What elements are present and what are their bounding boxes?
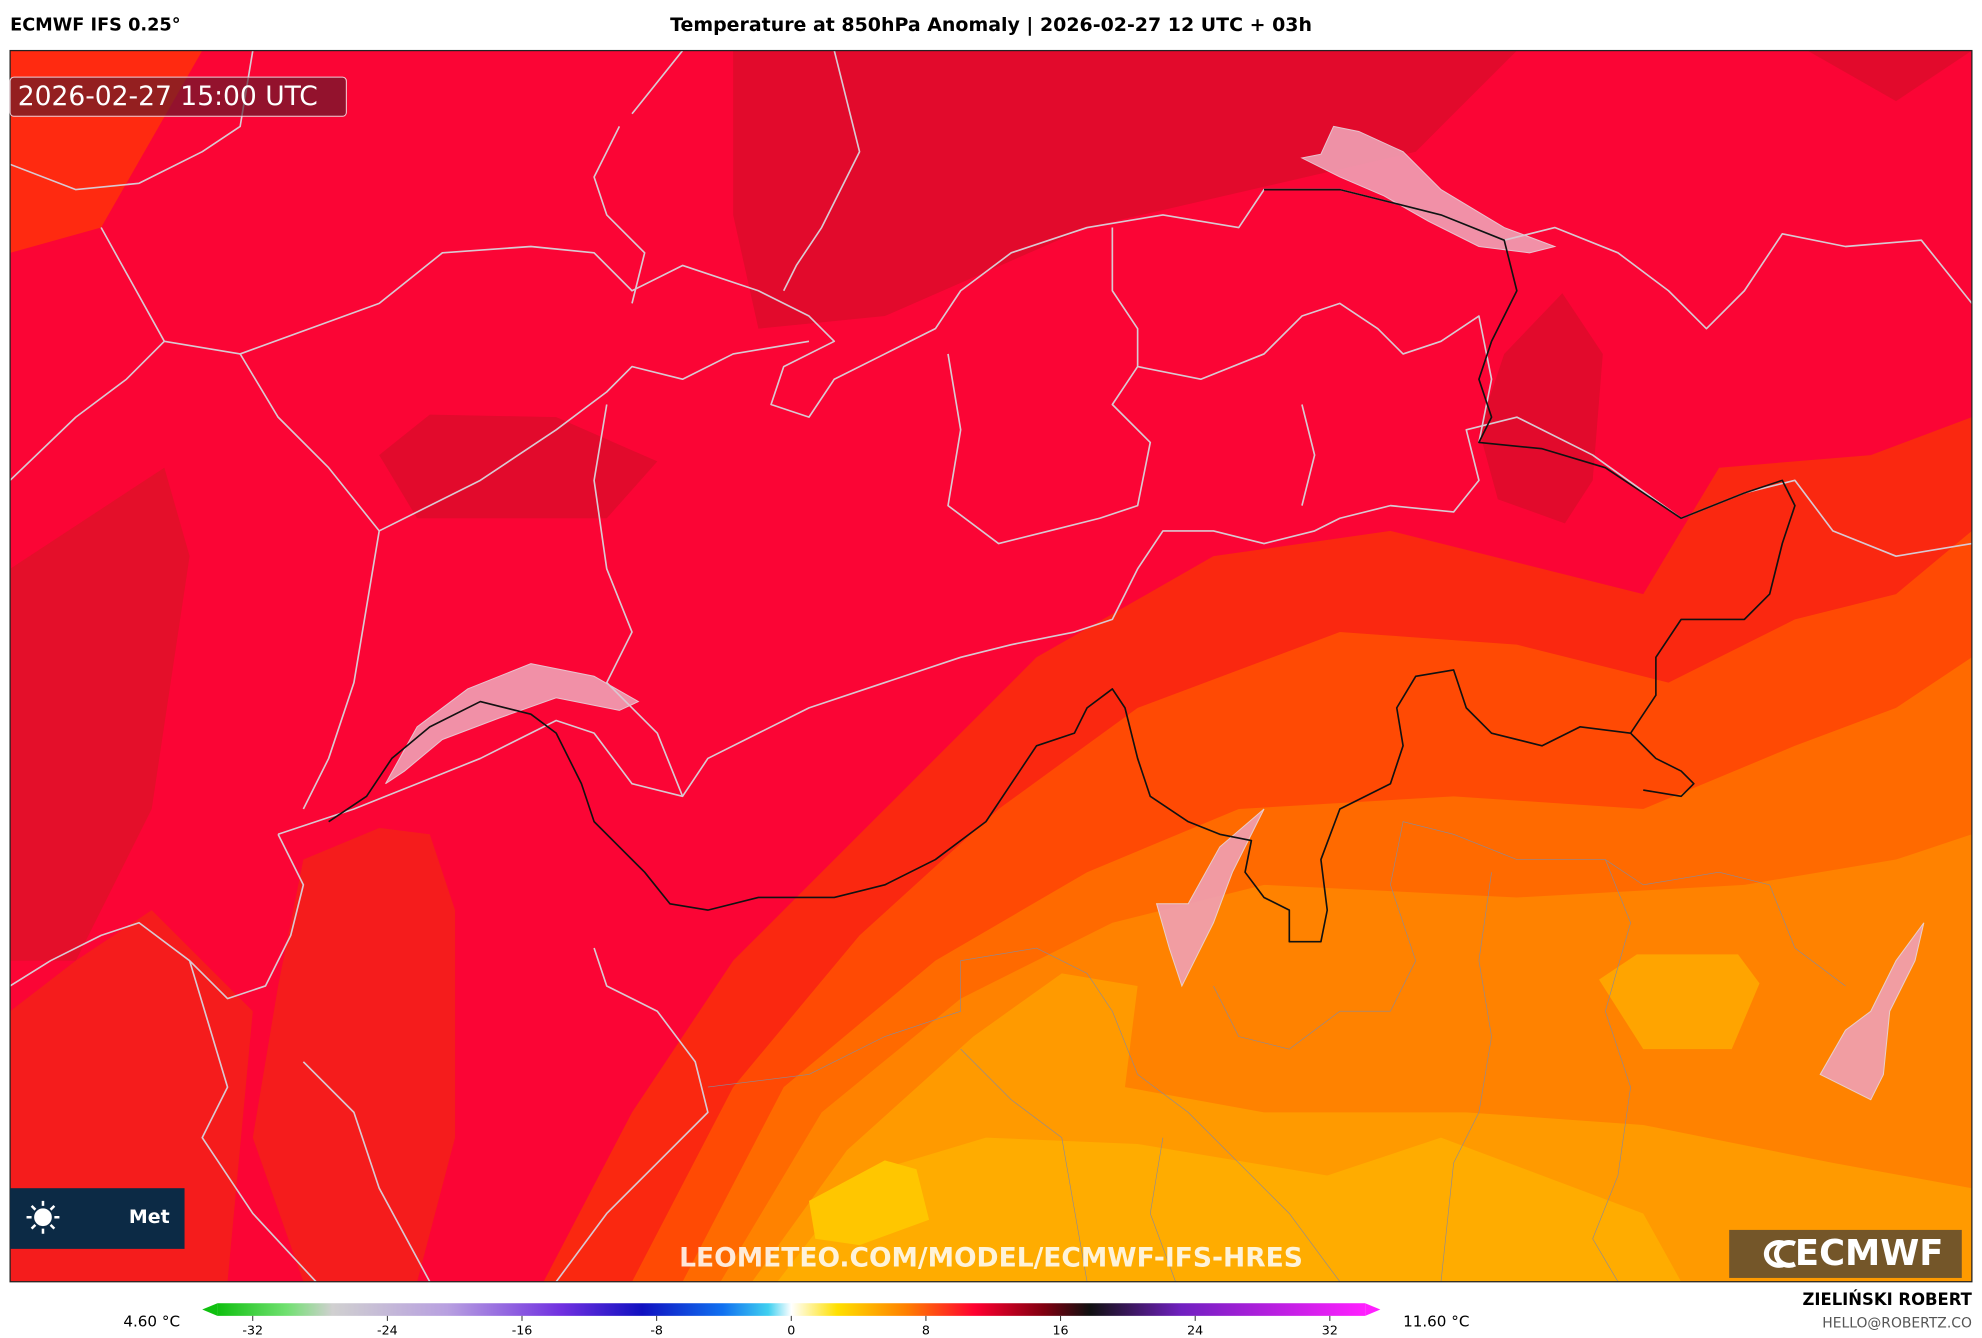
lake: [385, 663, 640, 785]
timestamp-box: [9, 76, 347, 117]
colorbar-end: [1365, 1303, 1381, 1316]
watermark: LEOMETEO.COM/MODEL/ECMWF-IFS-HRES: [679, 1242, 1303, 1273]
map: [10, 50, 1972, 1282]
field-zone: [1807, 50, 1972, 102]
max-label: 11.60 °C: [1403, 1313, 1469, 1331]
colorbar-tick-label: 0: [787, 1323, 795, 1338]
colorbar: [202, 1303, 1381, 1316]
field-zone: [379, 414, 658, 519]
lake: [1819, 922, 1925, 1101]
field-zone: [1598, 954, 1760, 1050]
colorbar-scale: [217, 1303, 1366, 1316]
badge-text: Met: [129, 1206, 170, 1228]
colorbar-tick-label: -32: [242, 1323, 263, 1338]
logo-icon: [1763, 1240, 1796, 1268]
author: ZIELIŃSKI ROBERT: [1802, 1290, 1972, 1309]
field-zone: [733, 50, 1517, 329]
colorbar-tick-label: -8: [650, 1323, 663, 1338]
map-frame: [9, 49, 1973, 1283]
field-zone: [808, 1160, 930, 1246]
email: HELLO@ROBERTZ.CO: [1822, 1315, 1972, 1331]
field-zone: [1478, 293, 1603, 524]
field-zone: [252, 827, 456, 1282]
sun-icon: [26, 1200, 60, 1234]
colorbar-tick-label: -24: [377, 1323, 398, 1338]
colorbar-tick-label: 8: [922, 1323, 930, 1338]
field-zone: [10, 467, 190, 961]
colorbar-end: [202, 1303, 218, 1316]
colorbar-tick-label: 32: [1322, 1323, 1338, 1338]
internal-borders: [707, 821, 1846, 1282]
lake: [1155, 808, 1265, 988]
chart-title: Temperature at 850hPa Anomaly | 2026-02-…: [670, 14, 1312, 36]
logo-text: ECMWF: [1795, 1233, 1944, 1274]
model-label: ECMWF IFS 0.25°: [10, 15, 180, 35]
timestamp: 2026-02-27 15:00 UTC: [18, 81, 318, 112]
colorbar-tick-label: 16: [1053, 1323, 1069, 1338]
field-zone: [777, 1137, 1682, 1282]
lake: [1300, 125, 1557, 254]
min-label: 4.60 °C: [123, 1313, 180, 1331]
borders: [10, 50, 1972, 1282]
colorbar-tick-label: -16: [512, 1323, 533, 1338]
colorbar-tick-label: 24: [1187, 1323, 1203, 1338]
